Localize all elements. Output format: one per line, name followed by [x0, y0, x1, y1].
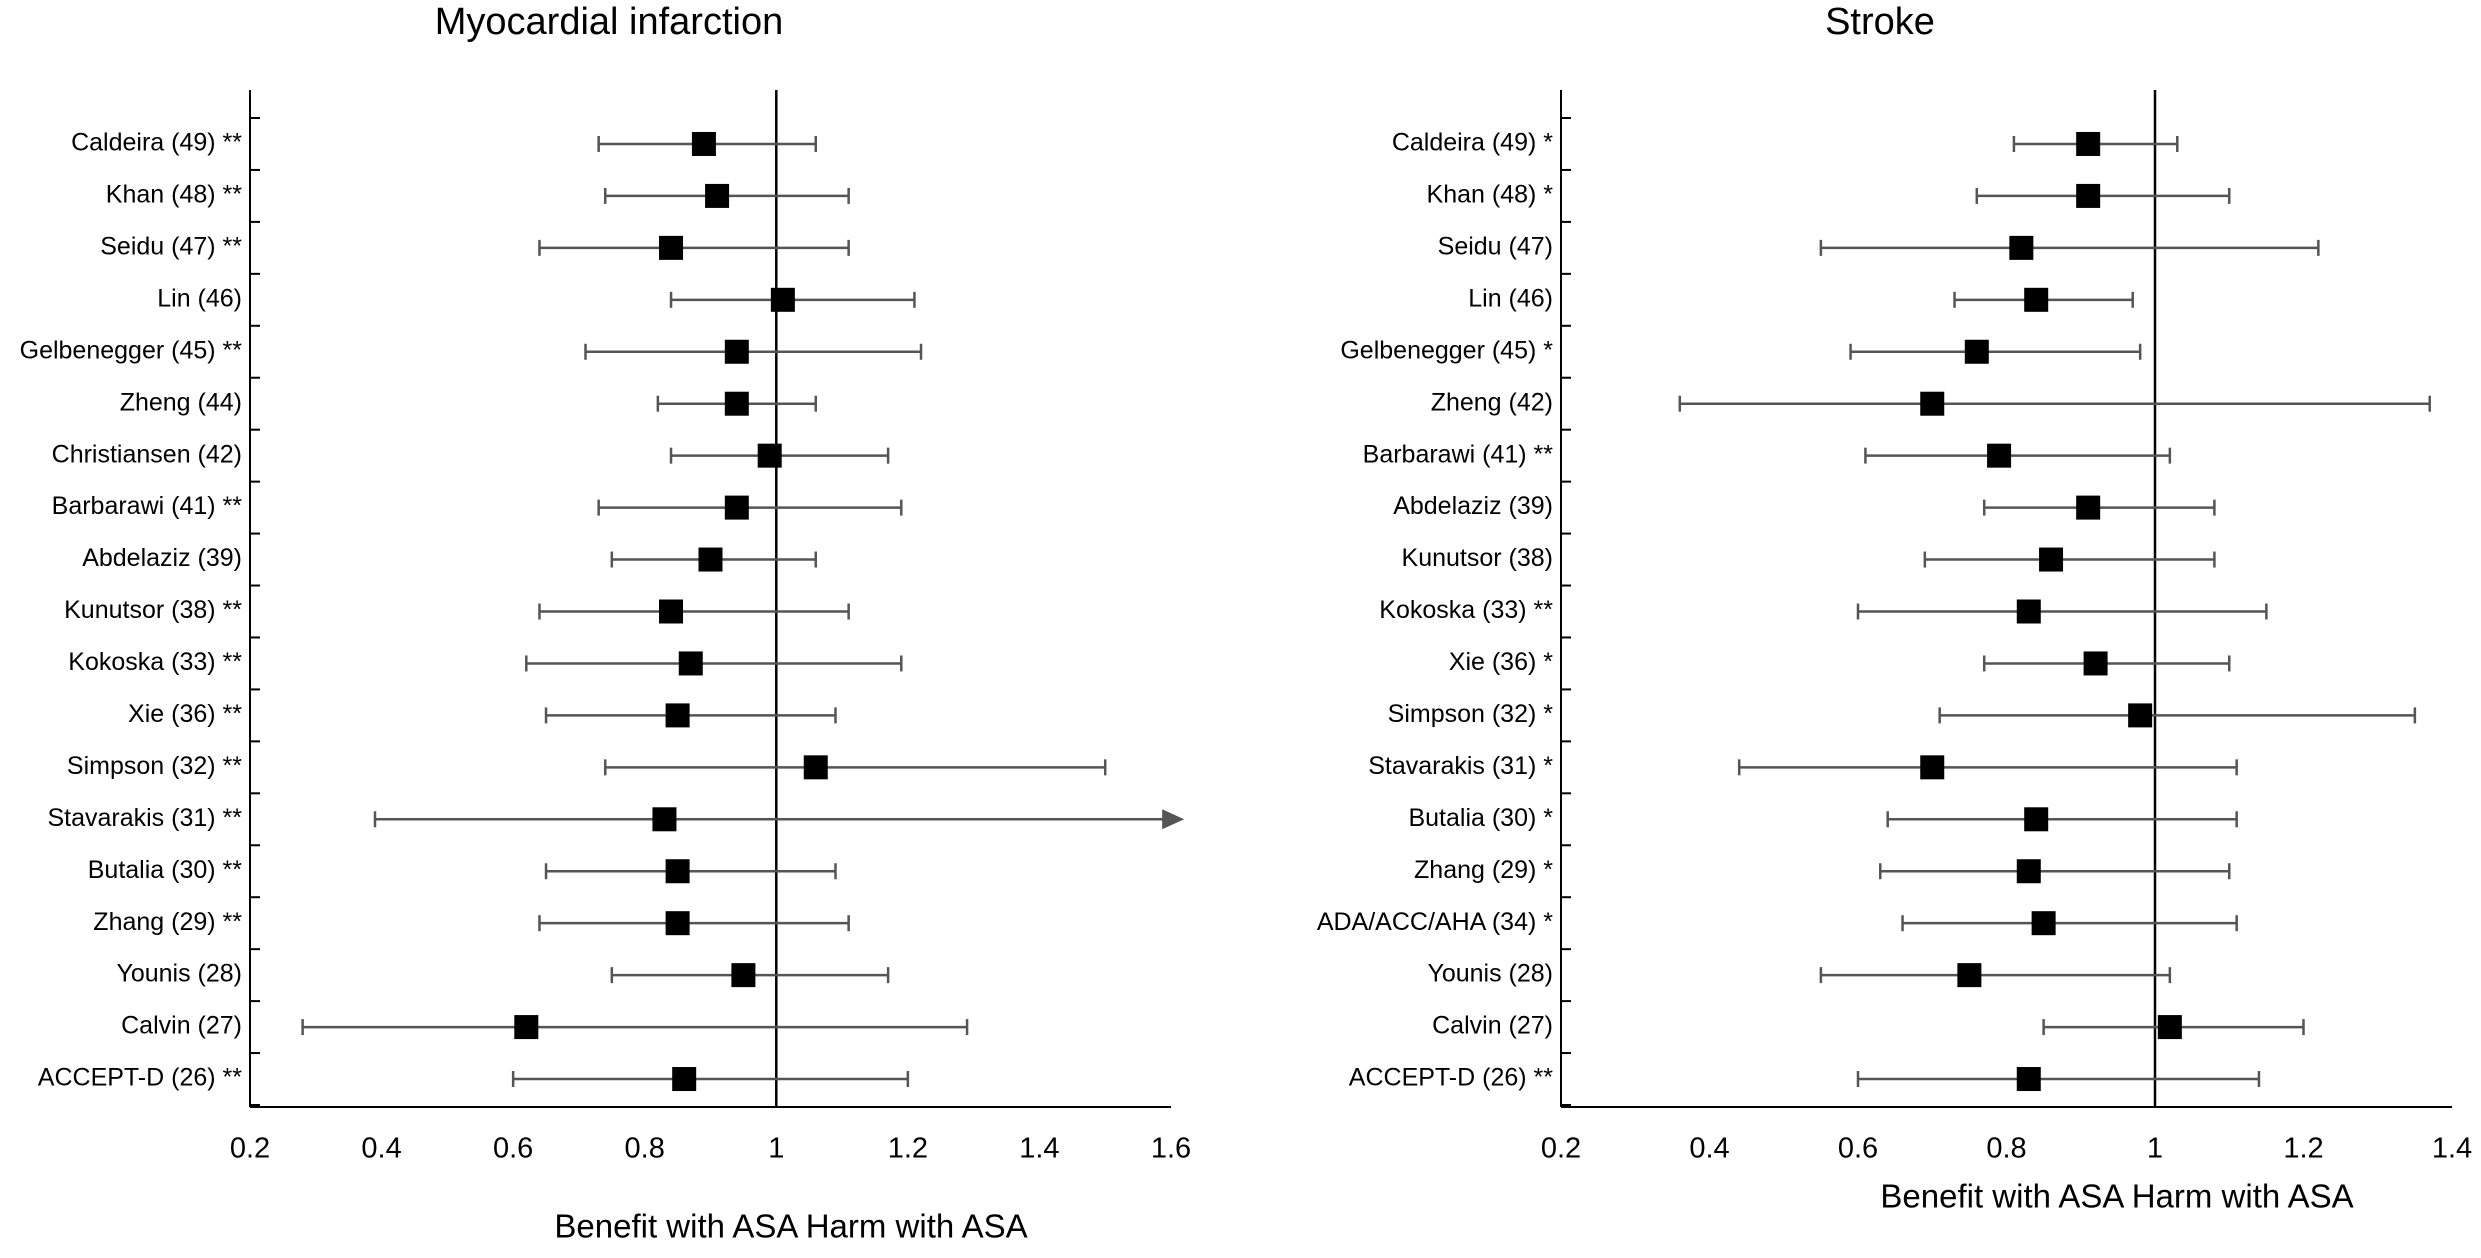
point-estimate: [2031, 911, 2056, 936]
category-label: Abdelaziz (39): [82, 544, 242, 572]
point-estimate: [514, 1015, 539, 1040]
x-tick-label: 1.2: [2283, 1133, 2323, 1165]
category-label: Seidu (47): [1438, 232, 1553, 260]
point-estimate: [2039, 547, 2064, 572]
category-label: Stavarakis (31) *: [1368, 752, 1553, 780]
x-tick-label: 1.2: [888, 1133, 928, 1165]
x-tick-label: 0.8: [625, 1133, 665, 1165]
category-label: Butalia (30) **: [88, 856, 243, 884]
category-label: Younis (28): [1427, 960, 1553, 988]
point-estimate: [1920, 391, 1945, 416]
category-label: Simpson (32) **: [67, 752, 242, 780]
category-label: Calvin (27): [1432, 1012, 1553, 1040]
x-tick-label: 1: [768, 1133, 784, 1165]
point-estimate: [803, 755, 828, 780]
point-estimate: [1987, 443, 2012, 468]
category-label: Zheng (44): [120, 388, 242, 416]
category-label: Caldeira (49) *: [1392, 129, 1553, 157]
x-tick-label: 1: [2147, 1133, 2163, 1165]
category-label: Kokoska (33) **: [1379, 596, 1553, 624]
point-estimate: [665, 859, 690, 884]
point-estimate: [724, 339, 749, 364]
x-tick-label: 0.4: [361, 1133, 401, 1165]
ci-upper-arrow: [1162, 809, 1185, 830]
point-estimate: [757, 443, 782, 468]
category-label: Simpson (32) *: [1388, 700, 1554, 728]
point-estimate: [2024, 287, 2049, 312]
x-tick-label: 0.6: [1838, 1133, 1878, 1165]
point-estimate: [2157, 1015, 2182, 1040]
category-label: Gelbenegger (45) *: [1340, 336, 1553, 364]
category-label: Lin (46): [157, 284, 242, 312]
point-estimate: [1964, 339, 1989, 364]
point-estimate: [2076, 131, 2101, 156]
point-estimate: [731, 963, 756, 988]
category-label: Barbarawi (41) **: [1363, 440, 1554, 468]
point-estimate: [691, 131, 716, 156]
x-tick-label: 0.4: [1689, 1133, 1729, 1165]
point-estimate: [2076, 183, 2101, 208]
category-label: Stavarakis (31) **: [47, 804, 242, 832]
x-tick-label: 1.4: [2432, 1133, 2472, 1165]
category-label: Lin (46): [1468, 284, 1553, 312]
point-estimate: [2083, 651, 2108, 676]
x-tick-label: 0.2: [1541, 1133, 1581, 1165]
x-tick-label: 1.4: [1019, 1133, 1059, 1165]
category-label: Xie (36) *: [1449, 648, 1553, 676]
category-label: Butalia (30) *: [1408, 804, 1553, 832]
point-estimate: [672, 1067, 697, 1092]
x-tick-label: 0.2: [230, 1133, 270, 1165]
category-label: Kunutsor (38): [1402, 544, 1553, 572]
category-label: Barbarawi (41) **: [52, 492, 243, 520]
category-label: ADA/ACC/AHA (34) *: [1317, 908, 1553, 936]
x-tick-label: 0.6: [493, 1133, 533, 1165]
category-label: Caldeira (49) **: [71, 129, 242, 157]
point-estimate: [698, 547, 723, 572]
x-axis-label: Benefit with ASA Harm with ASA: [1880, 1178, 2353, 1215]
category-label: Khan (48) *: [1427, 181, 1554, 209]
point-estimate: [705, 183, 730, 208]
point-estimate: [2016, 1067, 2041, 1092]
category-label: Gelbenegger (45) **: [20, 336, 243, 364]
point-estimate: [2076, 495, 2101, 520]
point-estimate: [2024, 807, 2049, 832]
category-label: Zheng (42): [1431, 388, 1553, 416]
point-estimate: [1920, 755, 1945, 780]
category-label: Kunutsor (38) **: [64, 596, 242, 624]
point-estimate: [724, 495, 749, 520]
category-label: Seidu (47) **: [100, 232, 242, 260]
category-label: Zhang (29) **: [93, 908, 242, 936]
category-label: Christiansen (42): [52, 440, 242, 468]
x-tick-label: 0.8: [1986, 1133, 2026, 1165]
category-label: ACCEPT-D (26) **: [38, 1064, 242, 1092]
category-label: Calvin (27): [121, 1012, 242, 1040]
category-label: Kokoska (33) **: [68, 648, 242, 676]
point-estimate: [665, 703, 690, 728]
point-estimate: [652, 807, 677, 832]
point-estimate: [2016, 599, 2041, 624]
point-estimate: [2128, 703, 2153, 728]
category-label: Khan (48) **: [106, 181, 242, 209]
x-tick-label: 1.6: [1151, 1133, 1191, 1165]
category-label: Abdelaziz (39): [1393, 492, 1553, 520]
point-estimate: [678, 651, 703, 676]
point-estimate: [724, 391, 749, 416]
x-axis-label: Benefit with ASA Harm with ASA: [554, 1208, 1027, 1245]
point-estimate: [659, 599, 684, 624]
point-estimate: [665, 911, 690, 936]
point-estimate: [659, 235, 684, 260]
category-label: Younis (28): [116, 960, 242, 988]
category-label: Xie (36) **: [128, 700, 242, 728]
point-estimate: [770, 287, 795, 312]
chart-title: Stroke: [1825, 1, 1935, 43]
point-estimate: [2016, 859, 2041, 884]
point-estimate: [2009, 235, 2034, 260]
category-label: Zhang (29) *: [1414, 856, 1553, 884]
point-estimate: [1957, 963, 1982, 988]
category-label: ACCEPT-D (26) **: [1349, 1064, 1553, 1092]
chart-title: Myocardial infarction: [435, 1, 783, 43]
